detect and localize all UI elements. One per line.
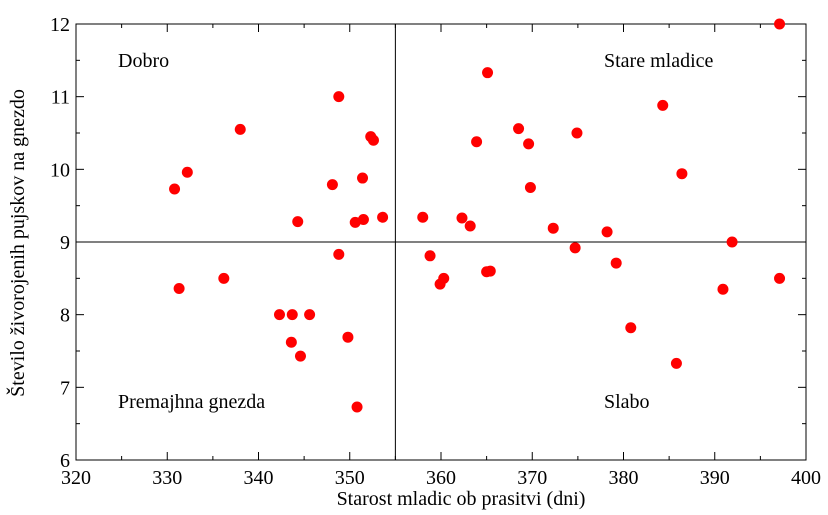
data-point <box>625 322 637 334</box>
data-point <box>417 211 429 223</box>
quadrant-label-bottom-right: Slabo <box>604 391 650 413</box>
y-tick-label: 7 <box>60 377 70 399</box>
data-point <box>424 250 436 262</box>
data-point <box>670 357 682 369</box>
x-axis-title: Starost mladic ob prasitvi (dni) <box>337 488 586 510</box>
data-point <box>304 309 316 321</box>
data-point <box>292 216 304 228</box>
data-point <box>524 182 536 193</box>
data-point <box>234 123 246 135</box>
data-point <box>676 168 688 180</box>
data-point <box>357 213 369 225</box>
x-tick-label: 330 <box>152 467 182 489</box>
y-tick-label: 6 <box>60 450 70 472</box>
data-point <box>726 236 738 248</box>
axis-ticks <box>75 23 807 461</box>
data-point <box>547 222 559 234</box>
data-point <box>774 272 786 284</box>
quadrant-label-top-right: Stare mladice <box>604 50 714 72</box>
data-point <box>523 138 535 150</box>
x-tick-label: 360 <box>426 467 456 489</box>
data-point <box>513 123 525 135</box>
x-tick-label: 370 <box>517 467 547 489</box>
quadrant-label-bottom-left: Premajhna gnezda <box>118 391 265 413</box>
data-point <box>342 331 354 343</box>
data-point <box>169 183 181 195</box>
data-point <box>273 309 285 321</box>
quadrant-label-top-left: Dobro <box>118 50 169 72</box>
data-point <box>601 226 613 238</box>
data-point <box>456 212 468 224</box>
reference-lines <box>76 24 806 460</box>
data-point <box>294 350 306 362</box>
data-point <box>569 242 581 254</box>
y-tick-label: 9 <box>60 232 70 254</box>
tick-labels: 320 330 340 350 360 370 380 390 400 6 7 8 9 10 11 12 <box>50 14 821 489</box>
x-tick-label: 400 <box>791 467 821 489</box>
data-point <box>717 283 729 295</box>
data-point <box>285 336 297 348</box>
y-tick-label: 10 <box>50 159 70 181</box>
data-point <box>333 248 345 260</box>
data-point <box>657 99 669 111</box>
y-axis-title: Število živorojenih pujskov na gnezdo <box>5 89 29 397</box>
x-tick-label: 380 <box>609 467 639 489</box>
x-tick-label: 390 <box>700 467 730 489</box>
data-point <box>471 136 483 148</box>
x-tick-label: 320 <box>61 467 91 489</box>
data-point <box>351 401 363 413</box>
x-tick-label: 340 <box>244 467 274 489</box>
data-point <box>484 265 496 277</box>
data-point <box>357 172 369 184</box>
data-point <box>774 18 786 30</box>
data-point <box>173 283 185 295</box>
data-point <box>326 179 338 191</box>
data-point <box>571 127 583 139</box>
data-points <box>169 18 786 413</box>
data-point <box>181 166 193 178</box>
data-point <box>333 91 345 103</box>
data-point <box>218 272 230 284</box>
data-point <box>286 309 298 321</box>
data-point <box>482 67 494 79</box>
data-point <box>464 220 476 232</box>
y-tick-label: 8 <box>60 305 70 327</box>
x-tick-label: 350 <box>335 467 365 489</box>
data-point <box>377 211 389 223</box>
data-point <box>438 272 450 284</box>
data-point <box>610 257 622 269</box>
y-tick-label: 12 <box>50 14 70 36</box>
y-tick-label: 11 <box>51 87 70 109</box>
data-point <box>367 134 379 146</box>
